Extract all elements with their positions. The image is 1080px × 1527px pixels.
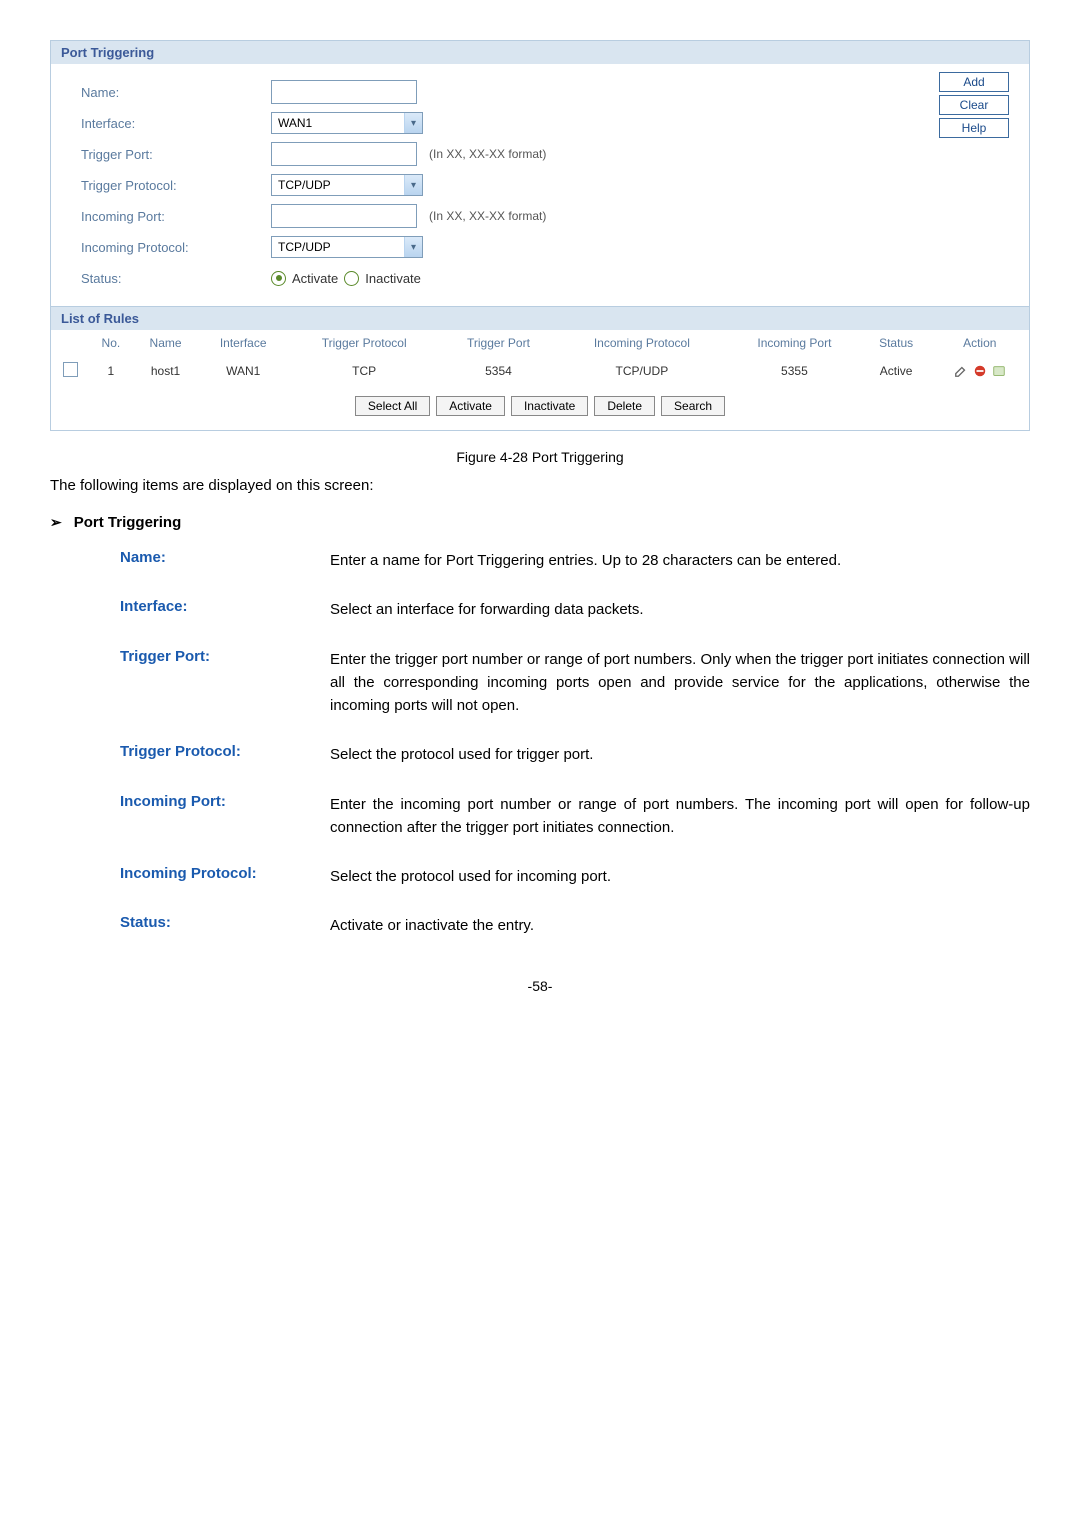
trigger-protocol-label: Trigger Protocol: — [81, 178, 271, 193]
def-term: Interface: — [120, 598, 330, 621]
def-desc: Enter the trigger port number or range o… — [330, 648, 1030, 718]
status-radio-group: Activate Inactivate — [271, 271, 421, 286]
figure-caption: Figure 4-28 Port Triggering — [50, 449, 1030, 465]
activate-button[interactable]: Activate — [436, 396, 505, 416]
section-text: Port Triggering — [74, 514, 182, 531]
form-area: Add Clear Help Name: Interface: WAN1 ▾ T… — [51, 64, 1029, 306]
trigger-protocol-select[interactable]: TCP/UDP ▾ — [271, 174, 423, 196]
delete-icon[interactable] — [973, 364, 987, 378]
table-row: 1 host1 WAN1 TCP 5354 TCP/UDP 5355 Activ… — [51, 356, 1029, 386]
trigger-port-label: Trigger Port: — [81, 147, 271, 162]
incoming-protocol-value: TCP/UDP — [272, 240, 404, 254]
bullet-icon: ➢ — [50, 514, 62, 531]
interface-select[interactable]: WAN1 ▾ — [271, 112, 423, 134]
incoming-port-label: Incoming Port: — [81, 209, 271, 224]
table-header-row: No. Name Interface Trigger Protocol Trig… — [51, 330, 1029, 356]
def-term: Trigger Protocol: — [120, 743, 330, 766]
select-all-button[interactable]: Select All — [355, 396, 430, 416]
inactivate-label: Inactivate — [365, 271, 421, 286]
chevron-down-icon: ▾ — [404, 175, 422, 195]
incoming-port-input[interactable] — [271, 204, 417, 228]
col-trigger-protocol: Trigger Protocol — [288, 330, 440, 356]
name-label: Name: — [81, 85, 271, 100]
edit-icon[interactable] — [954, 364, 968, 378]
incoming-protocol-label: Incoming Protocol: — [81, 240, 271, 255]
activate-radio[interactable] — [271, 271, 286, 286]
status-label: Status: — [81, 271, 271, 286]
cell-trigger-protocol: TCP — [288, 356, 440, 386]
col-incoming-protocol: Incoming Protocol — [557, 330, 728, 356]
cell-incoming-port: 5355 — [727, 356, 862, 386]
definitions: Name:Enter a name for Port Triggering en… — [120, 549, 1030, 938]
cell-incoming-protocol: TCP/UDP — [557, 356, 728, 386]
inactivate-radio[interactable] — [344, 271, 359, 286]
activate-label: Activate — [292, 271, 338, 286]
cell-no: 1 — [89, 356, 133, 386]
incoming-port-hint: (In XX, XX-XX format) — [429, 209, 546, 223]
def-term: Incoming Port: — [120, 793, 330, 840]
help-button[interactable]: Help — [939, 118, 1009, 138]
def-term: Name: — [120, 549, 330, 572]
chevron-down-icon: ▾ — [404, 113, 422, 133]
col-name: Name — [133, 330, 199, 356]
section-heading: ➢ Port Triggering — [50, 514, 1030, 531]
delete-button[interactable]: Delete — [594, 396, 655, 416]
inactivate-button[interactable]: Inactivate — [511, 396, 588, 416]
def-term: Incoming Protocol: — [120, 865, 330, 888]
def-desc: Select an interface for forwarding data … — [330, 598, 644, 621]
col-action: Action — [931, 330, 1029, 356]
incoming-protocol-select[interactable]: TCP/UDP ▾ — [271, 236, 423, 258]
rules-table: No. Name Interface Trigger Protocol Trig… — [51, 330, 1029, 386]
rules-title: List of Rules — [51, 306, 1029, 330]
col-incoming-port: Incoming Port — [727, 330, 862, 356]
cell-interface: WAN1 — [198, 356, 288, 386]
info-icon[interactable] — [992, 364, 1006, 378]
def-desc: Select the protocol used for trigger por… — [330, 743, 593, 766]
trigger-port-input[interactable] — [271, 142, 417, 166]
interface-label: Interface: — [81, 116, 271, 131]
side-buttons: Add Clear Help — [939, 72, 1009, 138]
port-triggering-panel: Port Triggering Add Clear Help Name: Int… — [50, 40, 1030, 431]
cell-trigger-port: 5354 — [440, 356, 556, 386]
row-actions — [935, 364, 1025, 378]
def-desc: Activate or inactivate the entry. — [330, 914, 534, 937]
clear-button[interactable]: Clear — [939, 95, 1009, 115]
add-button[interactable]: Add — [939, 72, 1009, 92]
def-desc: Select the protocol used for incoming po… — [330, 865, 611, 888]
table-buttons: Select All Activate Inactivate Delete Se… — [51, 386, 1029, 430]
col-trigger-port: Trigger Port — [440, 330, 556, 356]
col-interface: Interface — [198, 330, 288, 356]
col-status: Status — [862, 330, 931, 356]
col-no: No. — [89, 330, 133, 356]
def-term: Status: — [120, 914, 330, 937]
search-button[interactable]: Search — [661, 396, 725, 416]
cell-status: Active — [862, 356, 931, 386]
chevron-down-icon: ▾ — [404, 237, 422, 257]
name-input[interactable] — [271, 80, 417, 104]
def-desc: Enter a name for Port Triggering entries… — [330, 549, 841, 572]
trigger-protocol-value: TCP/UDP — [272, 178, 404, 192]
def-desc: Enter the incoming port number or range … — [330, 793, 1030, 840]
def-term: Trigger Port: — [120, 648, 330, 718]
row-checkbox[interactable] — [63, 362, 78, 377]
page-number: -58- — [50, 978, 1030, 994]
intro-text: The following items are displayed on thi… — [50, 477, 1030, 494]
panel-title: Port Triggering — [51, 41, 1029, 64]
trigger-port-hint: (In XX, XX-XX format) — [429, 147, 546, 161]
cell-name: host1 — [133, 356, 199, 386]
interface-value: WAN1 — [272, 116, 404, 130]
